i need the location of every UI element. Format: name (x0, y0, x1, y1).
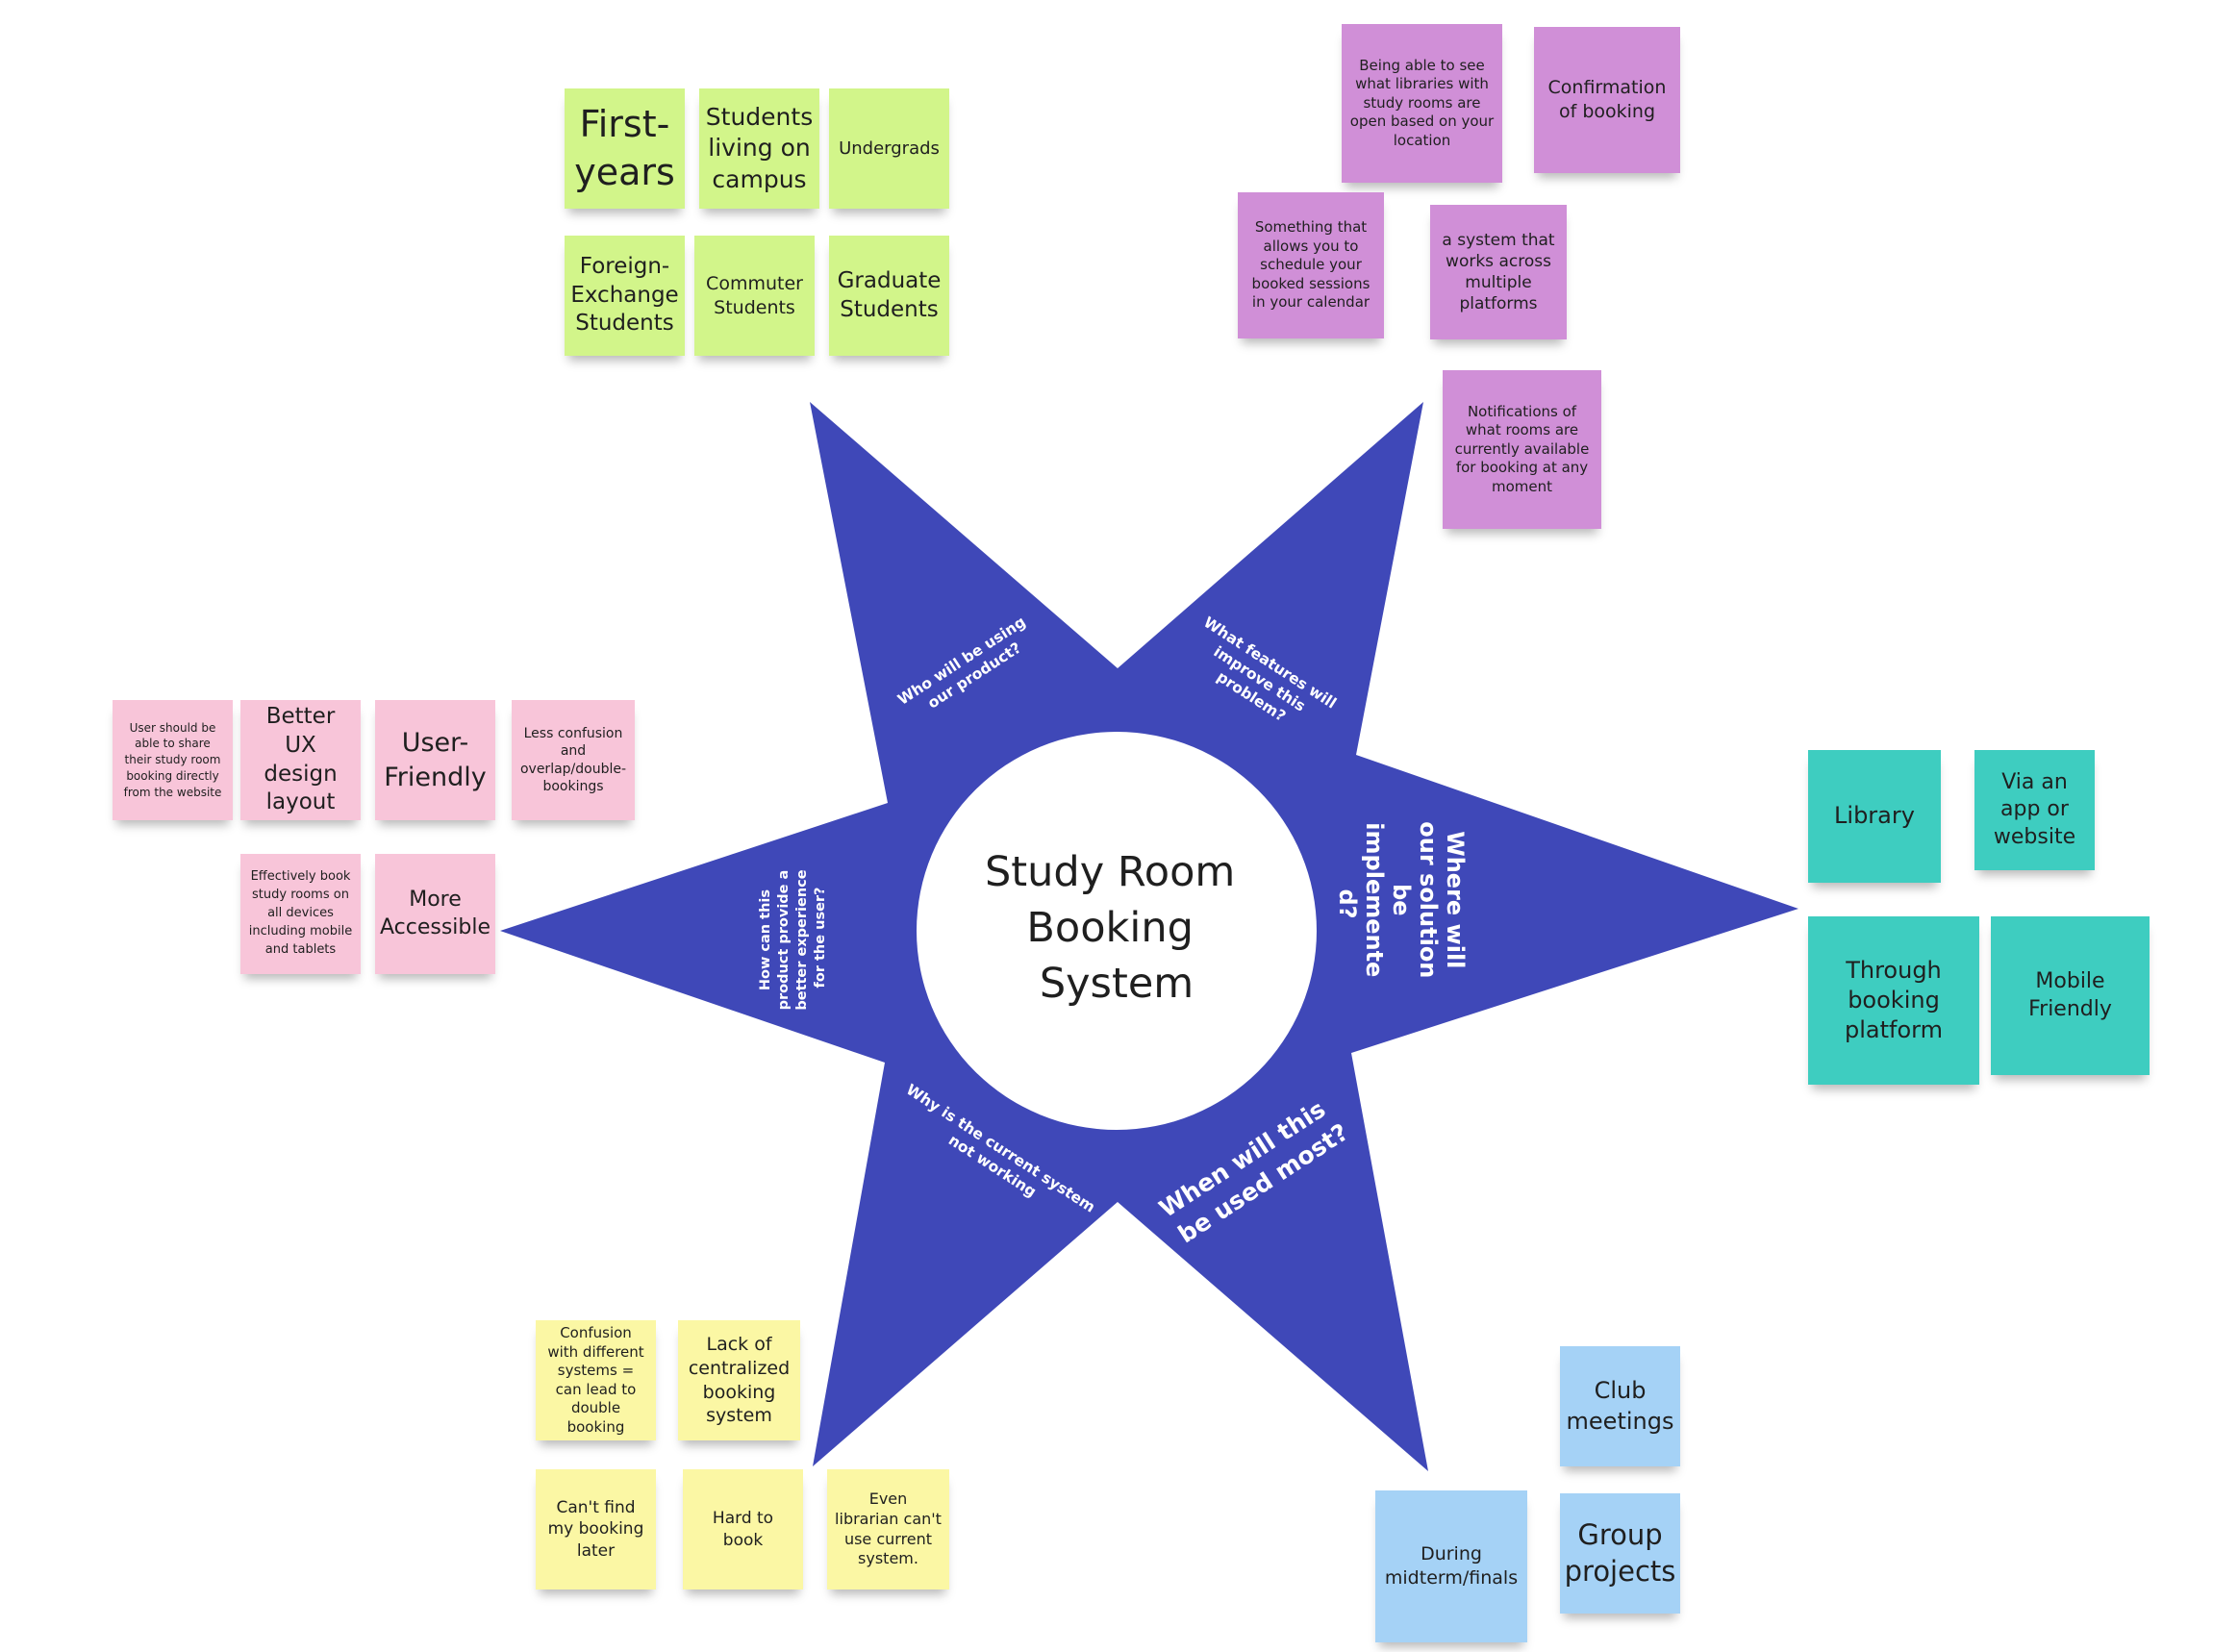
sticky-note-who[interactable]: Undergrads (829, 88, 949, 209)
sticky-note-where[interactable]: Through booking platform (1808, 916, 1979, 1085)
sticky-note-who[interactable]: Commuter Students (694, 236, 815, 356)
center-title: Study Room Booking System (985, 848, 1248, 1008)
sticky-note-who[interactable]: Graduate Students (829, 236, 949, 356)
sticky-note-when[interactable]: During midterm/finals (1375, 1490, 1527, 1642)
question-line: product provide a (776, 870, 792, 1011)
sticky-note-how[interactable]: User-Friendly (375, 700, 495, 820)
sticky-note-what[interactable]: Something that allows you to schedule yo… (1238, 192, 1384, 338)
question-line: for the user? (813, 888, 828, 989)
question-line: d? (1334, 889, 1361, 918)
sticky-note-why[interactable]: Can't find my booking later (536, 1469, 656, 1589)
sticky-note-when[interactable]: Group projects (1560, 1493, 1680, 1614)
sticky-note-where[interactable]: Library (1808, 750, 1941, 883)
center-circle (917, 732, 1317, 1130)
question-line: Where will (1442, 831, 1469, 968)
question-line: better experience (794, 869, 810, 1010)
sticky-note-what[interactable]: a system that works across multiple plat… (1430, 205, 1567, 339)
sticky-note-what[interactable]: Notifications of what rooms are currentl… (1443, 370, 1601, 529)
sticky-note-why[interactable]: Even librarian can't use current system. (827, 1469, 949, 1589)
sticky-note-how[interactable]: Less confusion and overlap/double-bookin… (512, 700, 635, 820)
sticky-note-what[interactable]: Confirmation of booking (1534, 27, 1680, 173)
question-line: How can this (758, 889, 773, 990)
center-title-line: Booking (1026, 904, 1194, 952)
sticky-note-how[interactable]: More Accessible (375, 854, 495, 974)
sticky-note-why[interactable]: Hard to book (683, 1469, 803, 1589)
question-how: How can this product provide a better ex… (758, 864, 828, 1010)
sticky-note-how[interactable]: User should be able to share their study… (113, 700, 233, 820)
sticky-note-where[interactable]: Via an app or website (1974, 750, 2095, 870)
center-title-line: Study Room (985, 848, 1235, 896)
question-line: implemente (1361, 822, 1388, 977)
sticky-note-who[interactable]: Students living on campus (699, 88, 819, 209)
sticky-note-who[interactable]: Foreign-Exchange Students (565, 236, 685, 356)
sticky-note-why[interactable]: Lack of centralized booking system (678, 1320, 800, 1440)
sticky-note-who[interactable]: First-years (565, 88, 685, 209)
center-title-line: System (1040, 960, 1194, 1008)
sticky-note-how[interactable]: Effectively book study rooms on all devi… (240, 854, 361, 974)
question-line: be (1388, 884, 1415, 915)
sticky-note-why[interactable]: Confusion with different systems = can l… (536, 1320, 656, 1440)
sticky-note-how[interactable]: Better UX design layout (240, 700, 361, 820)
sticky-note-where[interactable]: Mobile Friendly (1991, 916, 2150, 1075)
question-line: our solution (1415, 821, 1442, 978)
sticky-note-what[interactable]: Being able to see what libraries with st… (1342, 24, 1502, 183)
question-where: Where will our solution be implemente d? (1334, 821, 1469, 986)
sticky-note-when[interactable]: Club meetings (1560, 1346, 1680, 1466)
